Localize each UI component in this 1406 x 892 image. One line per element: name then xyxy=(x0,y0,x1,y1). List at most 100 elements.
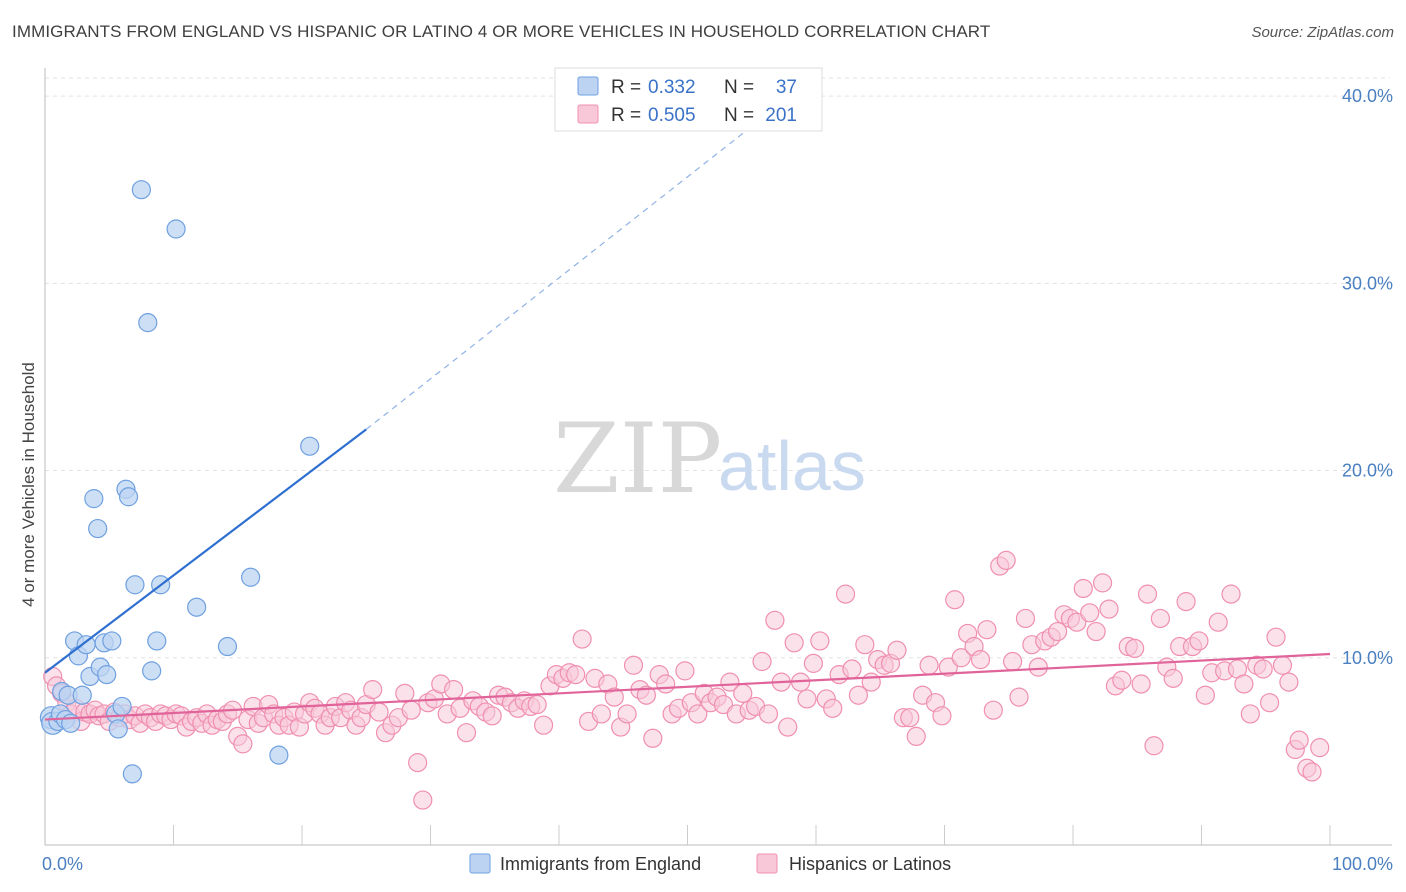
hispanic-point xyxy=(842,659,862,679)
hispanic-point xyxy=(823,698,843,718)
england-point xyxy=(122,764,142,784)
stats-swatch xyxy=(577,104,599,124)
hispanic-point xyxy=(1144,736,1164,756)
hispanic-point xyxy=(861,672,881,692)
england-point xyxy=(76,635,96,655)
hispanic-point xyxy=(1086,621,1106,642)
hispanic-point xyxy=(1073,578,1093,599)
england-point xyxy=(102,631,122,651)
hispanic-point xyxy=(617,704,637,724)
hispanic-point xyxy=(1302,762,1322,782)
hispanic-point xyxy=(887,640,907,660)
hispanic-point xyxy=(1253,659,1273,679)
hispanic-point xyxy=(1189,631,1209,651)
legend-swatch xyxy=(756,853,778,874)
hispanic-point xyxy=(675,661,695,681)
england-point xyxy=(166,219,186,239)
series-legend: Immigrants from England Hispanics or Lati… xyxy=(469,853,951,874)
england-point xyxy=(118,487,139,507)
hispanic-point xyxy=(900,708,920,728)
hispanic-point xyxy=(401,700,421,720)
stats-r-value: 0.332 xyxy=(648,77,696,98)
england-point xyxy=(72,685,92,705)
legend-swatch xyxy=(469,853,491,874)
hispanic-point xyxy=(784,633,804,653)
watermark: ZIP atlas xyxy=(553,403,866,515)
stats-n-label: N = xyxy=(724,77,754,98)
hispanic-point xyxy=(1289,730,1309,750)
england-point xyxy=(125,575,145,595)
hispanic-point xyxy=(1221,584,1241,604)
stats-r-label: R = xyxy=(611,77,641,98)
hispanic-point xyxy=(977,620,997,640)
hispanic-point xyxy=(1047,621,1068,642)
hispanic-point xyxy=(752,651,772,672)
hispanic-point xyxy=(527,694,547,715)
hispanic-point xyxy=(1080,603,1100,623)
england-point xyxy=(142,661,162,681)
hispanic-point xyxy=(1279,672,1299,692)
hispanic-point xyxy=(906,726,926,747)
stats-n-value: 37 xyxy=(776,77,797,98)
hispanic-point xyxy=(363,679,383,700)
hispanic-point xyxy=(803,653,824,673)
england-point xyxy=(300,436,320,456)
y-tick-label: 20.0% xyxy=(1342,461,1393,481)
hispanic-point xyxy=(1234,674,1254,694)
hispanic-point xyxy=(233,734,253,754)
hispanic-point xyxy=(1240,704,1260,724)
x-tick-label: 100.0% xyxy=(1332,854,1393,874)
stats-legend: R = 0.332 N = 37 R = 0.505 N = 201 xyxy=(554,67,823,132)
stats-n-value: 201 xyxy=(765,105,797,126)
hispanic-point xyxy=(1310,738,1330,758)
stats-swatch xyxy=(577,76,599,96)
hispanic-point xyxy=(938,657,958,677)
hispanic-point xyxy=(1163,668,1183,688)
hispanic-point xyxy=(1028,657,1048,677)
hispanic-point xyxy=(797,689,817,709)
england-point xyxy=(108,719,128,739)
hispanic-point xyxy=(1099,599,1119,619)
hispanic-point xyxy=(983,700,1003,720)
hispanic-point xyxy=(835,584,856,604)
england-point xyxy=(84,489,104,509)
hispanic-point xyxy=(1125,638,1145,659)
hispanic-point xyxy=(623,655,644,675)
hispanic-point xyxy=(408,753,428,773)
stats-r-value: 0.505 xyxy=(648,105,696,126)
hispanic-point xyxy=(778,717,798,737)
hispanic-point xyxy=(566,665,586,685)
england-point xyxy=(112,696,132,717)
hispanic-point xyxy=(932,706,952,726)
hispanic-point xyxy=(765,610,785,630)
chart-title: IMMIGRANTS FROM ENGLAND VS HISPANIC OR L… xyxy=(12,22,991,41)
england-trend-line xyxy=(44,428,367,674)
england-point xyxy=(187,597,207,617)
y-tick-label: 10.0% xyxy=(1342,648,1393,668)
y-axis-label: 4 or more Vehicles in Household xyxy=(19,362,38,607)
x-tick-label: 0.0% xyxy=(42,854,83,874)
england-point xyxy=(241,567,261,587)
england-point xyxy=(269,745,289,765)
hispanic-point xyxy=(1260,693,1280,713)
hispanic-point xyxy=(713,694,734,715)
hispanic-point xyxy=(1150,608,1170,629)
stats-r-label: R = xyxy=(611,105,641,126)
hispanic-point xyxy=(572,629,592,649)
hispanic-point xyxy=(413,790,433,810)
watermark-atlas: atlas xyxy=(718,427,866,505)
hispanic-point xyxy=(720,672,740,692)
hispanic-point xyxy=(395,683,415,703)
hispanic-point xyxy=(533,715,554,735)
hispanic-point xyxy=(643,728,663,748)
hispanic-point xyxy=(1272,655,1293,675)
legend-label: Immigrants from England xyxy=(500,854,701,874)
hispanic-point xyxy=(1009,687,1029,707)
hispanic-point xyxy=(444,679,464,700)
hispanic-point xyxy=(951,648,971,668)
hispanic-point xyxy=(656,674,676,694)
hispanic-point xyxy=(1208,612,1228,632)
y-tick-label: 40.0% xyxy=(1342,86,1393,106)
axes: 10.0% 20.0% 30.0% 40.0% 0.0% 100.0% xyxy=(42,68,1393,874)
